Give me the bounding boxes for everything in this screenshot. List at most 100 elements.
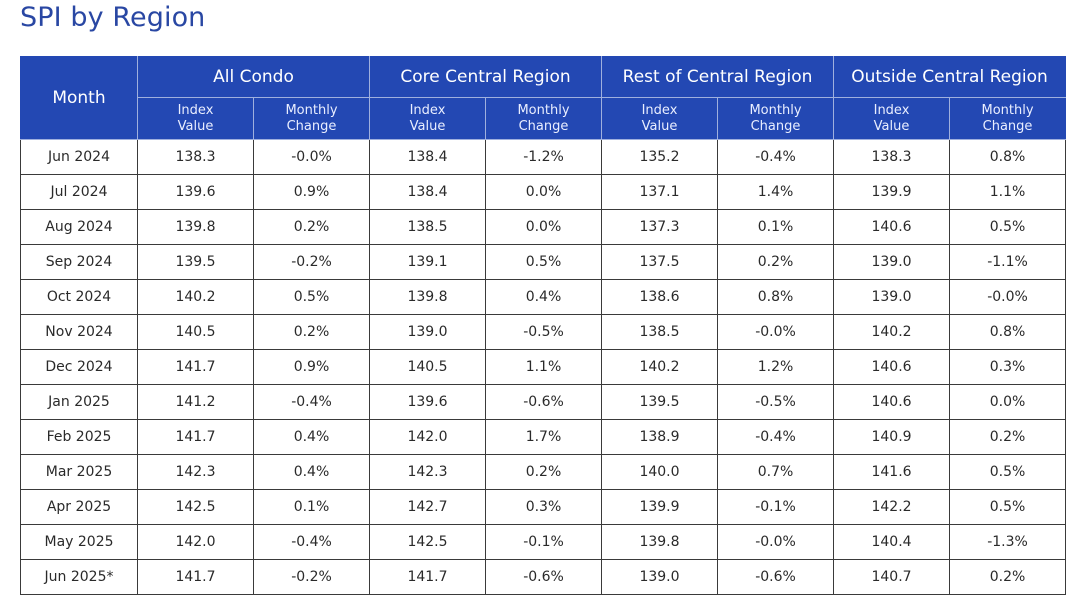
table-row: Sep 2024 139.5 -0.2% 139.1 0.5% 137.5 0.2% 139.… bbox=[20, 244, 1067, 280]
cell-outside-central-index: 140.6 bbox=[833, 209, 951, 245]
table-row: Jan 2025 141.2 -0.4% 139.6 -0.6% 139.5 -0.5% 14… bbox=[20, 384, 1067, 420]
cell-month: Dec 2024 bbox=[20, 349, 138, 385]
cell-all-condo-index: 139.6 bbox=[137, 174, 254, 210]
cell-outside-central-change: 0.0% bbox=[949, 384, 1067, 420]
cell-all-condo-change: -0.4% bbox=[253, 384, 370, 420]
cell-all-condo-change: 0.9% bbox=[253, 174, 370, 210]
subheader-monthly-change: Monthly Change bbox=[485, 97, 602, 140]
cell-month: Apr 2025 bbox=[20, 489, 138, 525]
cell-all-condo-change: 0.4% bbox=[253, 419, 370, 455]
cell-all-condo-index: 141.7 bbox=[137, 559, 254, 595]
cell-month: Jul 2024 bbox=[20, 174, 138, 210]
cell-rest-of-central-index: 139.9 bbox=[601, 489, 718, 525]
cell-month: Jan 2025 bbox=[20, 384, 138, 420]
page-title: SPI by Region bbox=[20, 2, 206, 33]
cell-outside-central-change: -1.1% bbox=[949, 244, 1067, 280]
subheader-line: Value bbox=[177, 118, 214, 134]
subheader-line: Change bbox=[750, 118, 801, 134]
cell-rest-of-central-index: 139.5 bbox=[601, 384, 718, 420]
spi-region-table: Month All Condo Core Central Region Rest… bbox=[20, 56, 1067, 595]
cell-rest-of-central-change: -0.4% bbox=[716, 419, 835, 455]
cell-rest-of-central-index: 138.6 bbox=[601, 279, 718, 315]
cell-core-central-change: -0.6% bbox=[485, 559, 602, 595]
cell-month: Sep 2024 bbox=[20, 244, 138, 280]
cell-rest-of-central-index: 139.0 bbox=[601, 559, 718, 595]
cell-outside-central-change: 0.2% bbox=[949, 559, 1067, 595]
table-body: Jun 2024 138.3 -0.0% 138.4 -1.2% 135.2 -0.4% 13… bbox=[20, 139, 1067, 595]
cell-outside-central-change: 0.5% bbox=[949, 209, 1067, 245]
subheader-monthly-change: Monthly Change bbox=[253, 97, 370, 140]
subheader-line: Index bbox=[177, 102, 214, 118]
subheader-line: Monthly bbox=[517, 102, 570, 118]
cell-outside-central-index: 140.2 bbox=[833, 314, 951, 350]
cell-core-central-index: 139.0 bbox=[369, 314, 486, 350]
table-row: May 2025 142.0 -0.4% 142.5 -0.1% 139.8 -0.0% 14… bbox=[20, 524, 1067, 560]
cell-rest-of-central-change: 0.8% bbox=[716, 279, 835, 315]
subheader-line: Value bbox=[641, 118, 678, 134]
subheader-line: Value bbox=[409, 118, 446, 134]
cell-rest-of-central-change: -0.6% bbox=[716, 559, 835, 595]
cell-all-condo-change: 0.9% bbox=[253, 349, 370, 385]
cell-outside-central-index: 138.3 bbox=[833, 139, 951, 175]
cell-rest-of-central-index: 140.2 bbox=[601, 349, 718, 385]
cell-all-condo-change: -0.2% bbox=[253, 244, 370, 280]
cell-core-central-change: 0.2% bbox=[485, 454, 602, 490]
cell-outside-central-index: 140.4 bbox=[833, 524, 951, 560]
cell-all-condo-index: 142.5 bbox=[137, 489, 254, 525]
cell-all-condo-index: 139.5 bbox=[137, 244, 254, 280]
cell-rest-of-central-index: 135.2 bbox=[601, 139, 718, 175]
cell-rest-of-central-change: 0.2% bbox=[716, 244, 835, 280]
cell-outside-central-index: 139.9 bbox=[833, 174, 951, 210]
subheader-line: Monthly bbox=[981, 102, 1034, 118]
cell-core-central-change: 0.0% bbox=[485, 174, 602, 210]
cell-core-central-change: -0.1% bbox=[485, 524, 602, 560]
cell-all-condo-index: 140.2 bbox=[137, 279, 254, 315]
cell-rest-of-central-change: -0.0% bbox=[716, 524, 835, 560]
cell-month: Jun 2024 bbox=[20, 139, 138, 175]
cell-outside-central-index: 141.6 bbox=[833, 454, 951, 490]
subheader-line: Index bbox=[409, 102, 446, 118]
column-header-month: Month bbox=[20, 56, 138, 140]
subheader-line: Index bbox=[873, 102, 910, 118]
table-row: Mar 2025 142.3 0.4% 142.3 0.2% 140.0 0.7% 141.6… bbox=[20, 454, 1067, 490]
cell-outside-central-change: -1.3% bbox=[949, 524, 1067, 560]
cell-outside-central-index: 140.9 bbox=[833, 419, 951, 455]
cell-all-condo-index: 142.3 bbox=[137, 454, 254, 490]
subheader-index-value: Index Value bbox=[137, 97, 254, 140]
cell-core-central-index: 142.0 bbox=[369, 419, 486, 455]
cell-core-central-change: -0.6% bbox=[485, 384, 602, 420]
header-row-subcolumns: Index Value Monthly Change Index Value Mont… bbox=[21, 97, 1067, 140]
cell-all-condo-index: 142.0 bbox=[137, 524, 254, 560]
subheader-line: Index bbox=[641, 102, 678, 118]
subheader-line: Monthly bbox=[285, 102, 338, 118]
cell-all-condo-index: 140.5 bbox=[137, 314, 254, 350]
cell-outside-central-change: -0.0% bbox=[949, 279, 1067, 315]
table-row: Jun 2025* 141.7 -0.2% 141.7 -0.6% 139.0 -0.6% 1… bbox=[20, 559, 1067, 595]
cell-rest-of-central-index: 140.0 bbox=[601, 454, 718, 490]
cell-all-condo-change: -0.0% bbox=[253, 139, 370, 175]
cell-rest-of-central-index: 138.9 bbox=[601, 419, 718, 455]
cell-rest-of-central-change: -0.4% bbox=[716, 139, 835, 175]
table-row: Oct 2024 140.2 0.5% 139.8 0.4% 138.6 0.8% 139.0… bbox=[20, 279, 1067, 315]
cell-rest-of-central-change: 0.7% bbox=[716, 454, 835, 490]
table-row: Aug 2024 139.8 0.2% 138.5 0.0% 137.3 0.1% 140.6… bbox=[20, 209, 1067, 245]
cell-rest-of-central-change: -0.0% bbox=[716, 314, 835, 350]
subheader-line: Value bbox=[873, 118, 910, 134]
cell-core-central-index: 138.4 bbox=[369, 174, 486, 210]
subheader-monthly-change: Monthly Change bbox=[949, 97, 1067, 140]
subheader-line: Change bbox=[982, 118, 1033, 134]
cell-core-central-index: 142.7 bbox=[369, 489, 486, 525]
cell-outside-central-change: 0.5% bbox=[949, 454, 1067, 490]
subheader-line: Monthly bbox=[749, 102, 802, 118]
cell-all-condo-change: -0.4% bbox=[253, 524, 370, 560]
cell-core-central-change: 1.7% bbox=[485, 419, 602, 455]
subheader-index-value: Index Value bbox=[601, 97, 718, 140]
subheader-index-value: Index Value bbox=[833, 97, 951, 140]
group-header-outside-central: Outside Central Region bbox=[833, 56, 1067, 98]
cell-core-central-index: 139.8 bbox=[369, 279, 486, 315]
cell-outside-central-change: 0.5% bbox=[949, 489, 1067, 525]
cell-all-condo-change: 0.2% bbox=[253, 314, 370, 350]
cell-outside-central-change: 0.3% bbox=[949, 349, 1067, 385]
table-row: Jul 2024 139.6 0.9% 138.4 0.0% 137.1 1.4% 139.9… bbox=[20, 174, 1067, 210]
cell-core-central-change: 0.5% bbox=[485, 244, 602, 280]
